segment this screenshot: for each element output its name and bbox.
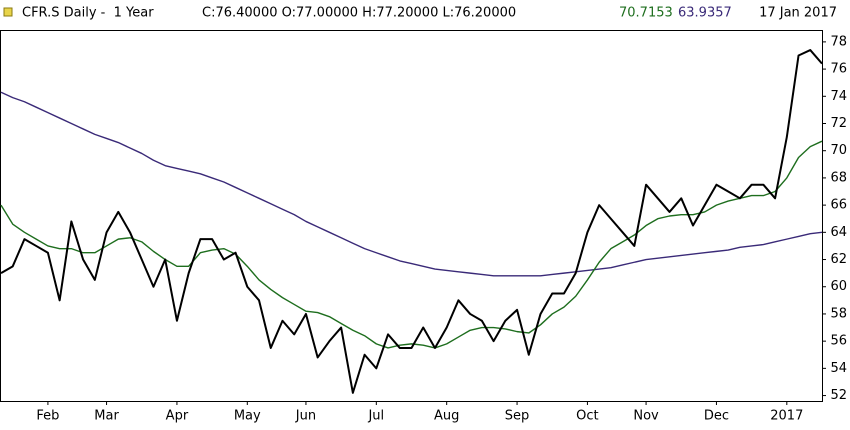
- y-tick-label: 72: [830, 116, 847, 131]
- x-tick-label: Oct: [576, 409, 598, 424]
- y-tick-label: 60: [830, 279, 847, 294]
- y-tick-label: 52: [830, 388, 847, 403]
- y-tick-label: 76: [830, 62, 847, 77]
- series-line: [0, 140, 823, 349]
- series-line: [0, 49, 823, 394]
- x-tick-label: Mar: [94, 409, 119, 424]
- y-tick-label: 56: [830, 334, 847, 349]
- icon: [3, 7, 13, 17]
- y-tick-label: 70: [830, 143, 847, 158]
- ohlc: C:76.40000 O:77.00000 H:77.20000 L:76.20…: [202, 6, 516, 21]
- date: 17 Jan 2017: [759, 6, 837, 21]
- y-tick-label: 78: [830, 34, 847, 49]
- y-tick-label: 64: [830, 225, 847, 240]
- y-tick-label: 66: [830, 198, 847, 213]
- x-tick-label: Nov: [633, 409, 659, 424]
- x-tick-label: Jun: [295, 409, 316, 424]
- series-line: [0, 91, 823, 277]
- x-tick-label: Aug: [434, 409, 459, 424]
- chart-title: CFR.S Daily - 1 Year: [22, 6, 154, 21]
- x-tick-label: Jul: [367, 409, 384, 424]
- x-tick-label: Apr: [166, 409, 189, 424]
- y-tick-label: 62: [830, 252, 847, 267]
- x-tick-label: Dec: [704, 409, 729, 424]
- y-tick-label: 74: [830, 89, 847, 104]
- legend-entry: 63.9357: [678, 6, 732, 21]
- x-tick-label: Feb: [36, 409, 59, 424]
- x-tick-label: May: [234, 409, 261, 424]
- y-tick-label: 68: [830, 170, 847, 185]
- y-tick-label: 54: [830, 361, 847, 376]
- x-tick-label: 2017: [770, 409, 803, 424]
- legend-entry: 70.7153: [619, 6, 673, 21]
- y-tick-label: 58: [830, 306, 847, 321]
- x-tick-label: Sep: [505, 409, 530, 424]
- plot-frame: [0, 30, 823, 402]
